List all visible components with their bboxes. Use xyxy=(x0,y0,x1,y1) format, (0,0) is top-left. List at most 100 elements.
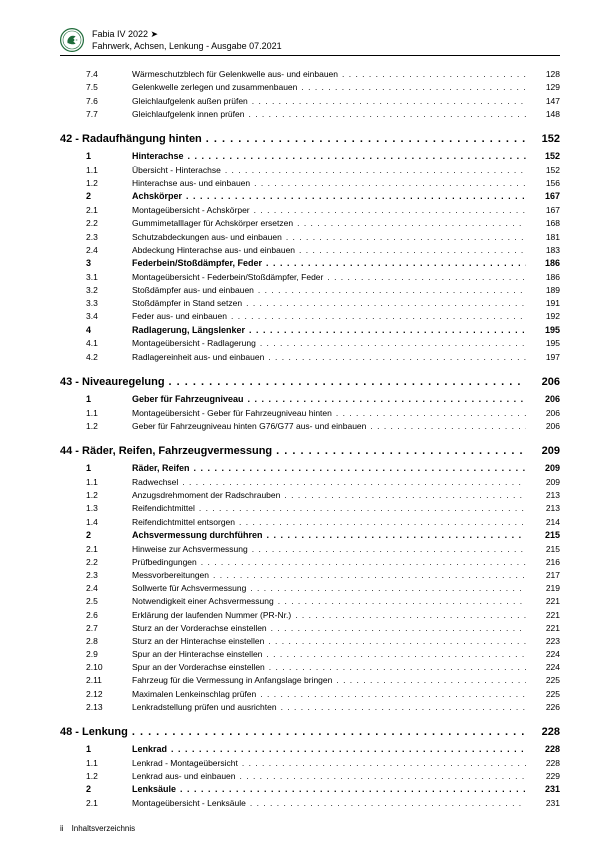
toc-leader xyxy=(194,462,526,476)
toc-title: Achskörper xyxy=(132,190,186,204)
toc-row: 4Radlagerung, Längslenker195 xyxy=(60,324,560,338)
toc-leader xyxy=(281,701,526,714)
toc-row: 1Räder, Reifen209 xyxy=(60,462,560,476)
toc-row: 3.4Feder aus- und einbauen 192 xyxy=(60,310,560,323)
toc-row: 7.5Gelenkwelle zerlegen und zusammenbaue… xyxy=(60,81,560,94)
toc-title: Montageübersicht - Geber für Fahrzeugniv… xyxy=(132,407,336,420)
toc-page: 209 xyxy=(526,462,560,476)
toc-leader xyxy=(132,724,526,741)
toc-number: 1.1 xyxy=(86,476,132,489)
toc-page: 192 xyxy=(526,310,560,323)
toc-row: 1.2Hinterachse aus- und einbauen156 xyxy=(60,177,560,190)
toc-number: 1.1 xyxy=(86,757,132,770)
toc-row: 3.2Stoßdämpfer aus- und einbauen189 xyxy=(60,284,560,297)
toc-title: Gleichlaufgelenk innen prüfen xyxy=(132,108,248,121)
toc-title: Übersicht - Hinterachse xyxy=(132,164,225,177)
toc-title: Montageübersicht - Federbein/Stoßdämpfer… xyxy=(132,271,327,284)
toc-page: 221 xyxy=(526,595,560,608)
page-footer: ii Inhaltsverzeichnis xyxy=(60,824,560,833)
toc-title: Sturz an der Vorderachse einstellen xyxy=(132,622,271,635)
toc-title: Reifendichtmittel xyxy=(132,502,199,515)
toc-number: 1.1 xyxy=(86,164,132,177)
toc-leader xyxy=(231,310,526,323)
toc-row: 1.1Lenkrad - Montageübersicht228 xyxy=(60,757,560,770)
doc-line: Fahrwerk, Achsen, Lenkung - Ausgabe 07.2… xyxy=(92,40,282,52)
toc-page: 206 xyxy=(526,393,560,407)
toc-title: Gleichlaufgelenk außen prüfen xyxy=(132,95,252,108)
toc-row: 2Achsvermessung durchführen215 xyxy=(60,529,560,543)
toc-row: 2Achskörper167 xyxy=(60,190,560,204)
toc-row: 2.1Montageübersicht - Lenksäule231 xyxy=(60,797,560,810)
toc-title: Abdeckung Hinterachse aus- und einbauen xyxy=(132,244,299,257)
toc-number: 4.2 xyxy=(86,351,132,364)
toc-title: Federbein/Stoßdämpfer, Feder xyxy=(132,257,266,271)
toc-page: 228 xyxy=(526,743,560,757)
toc-leader xyxy=(252,95,526,108)
toc-number: 2.5 xyxy=(86,595,132,608)
toc-page: 189 xyxy=(526,284,560,297)
toc-row: 1.4Reifendichtmittel entsorgen214 xyxy=(60,516,560,529)
toc-row: 2.1Montageübersicht - Achskörper167 xyxy=(60,204,560,217)
toc-row: 2.4Abdeckung Hinterachse aus- und einbau… xyxy=(60,244,560,257)
toc-leader xyxy=(213,569,526,582)
toc-leader xyxy=(239,516,526,529)
toc-leader xyxy=(299,244,526,257)
toc-page: 168 xyxy=(526,217,560,230)
toc-leader xyxy=(276,443,526,460)
toc-page: 216 xyxy=(526,556,560,569)
toc-title: Maximalen Lenkeinschlag prüfen xyxy=(132,688,260,701)
toc-leader xyxy=(260,688,526,701)
toc-page: 191 xyxy=(526,297,560,310)
toc-number: 3.4 xyxy=(86,310,132,323)
page-number-roman: ii xyxy=(60,824,64,833)
toc-title: Fahrzeug für die Vermessung in Anfangsla… xyxy=(132,674,336,687)
toc-page: 224 xyxy=(526,648,560,661)
toc-row: 1.3Reifendichtmittel213 xyxy=(60,502,560,515)
toc-leader xyxy=(252,543,526,556)
model-line: Fabia IV 2022 ➤ xyxy=(92,28,282,40)
toc-row: 2.2Gummimetalllager für Achskörper erset… xyxy=(60,217,560,230)
toc-leader xyxy=(199,502,526,515)
toc-title: Feder aus- und einbauen xyxy=(132,310,231,323)
toc-number: 1 xyxy=(86,462,132,476)
toc-title: Lenkrad aus- und einbauen xyxy=(132,770,240,783)
toc-row: 2.3Messvorbereitungen217 xyxy=(60,569,560,582)
toc-title: Hinterachse xyxy=(132,150,188,164)
toc-number: 7.6 xyxy=(86,95,132,108)
toc-leader xyxy=(249,324,526,338)
toc-number: 1.1 xyxy=(86,407,132,420)
toc-row: 1Geber für Fahrzeugniveau206 xyxy=(60,393,560,407)
toc-page: 186 xyxy=(526,257,560,271)
toc-title: Achsvermessung durchführen xyxy=(132,529,267,543)
toc-number: 3 xyxy=(86,257,132,271)
toc-title: Lenkrad - Montageübersicht xyxy=(132,757,242,770)
toc-page: 152 xyxy=(526,150,560,164)
toc-number: 1.2 xyxy=(86,420,132,433)
toc-number: 2.1 xyxy=(86,543,132,556)
toc-number: 2 xyxy=(86,529,132,543)
toc-row: 3.3Stoßdämpfer in Stand setzen191 xyxy=(60,297,560,310)
toc-title: Messvorbereitungen xyxy=(132,569,213,582)
toc-page: 129 xyxy=(526,81,560,94)
toc-page: 228 xyxy=(526,724,560,741)
toc-number: 2.4 xyxy=(86,244,132,257)
toc-leader xyxy=(258,284,526,297)
toc-row: 42 - Radaufhängung hinten152 xyxy=(60,131,560,148)
toc-number: 1 xyxy=(86,150,132,164)
toc-page: 231 xyxy=(526,797,560,810)
toc-title: Radwechsel xyxy=(132,476,182,489)
toc-page: 195 xyxy=(526,337,560,350)
toc-leader xyxy=(248,393,526,407)
toc-leader xyxy=(266,257,526,271)
toc-leader xyxy=(254,204,526,217)
toc-number: 2.2 xyxy=(86,556,132,569)
toc-number: 3.1 xyxy=(86,271,132,284)
toc-title: Schutzabdeckungen aus- und einbauen xyxy=(132,231,286,244)
toc-leader xyxy=(268,351,526,364)
toc-row: 1.2Geber für Fahrzeugniveau hinten G76/G… xyxy=(60,420,560,433)
toc-page: 195 xyxy=(526,324,560,338)
toc-row: 2.11Fahrzeug für die Vermessung in Anfan… xyxy=(60,674,560,687)
toc-row: 2.8Sturz an der Hinterachse einstellen22… xyxy=(60,635,560,648)
toc-number: 4.1 xyxy=(86,337,132,350)
toc-title: Sturz an der Hinterachse einstellen xyxy=(132,635,268,648)
